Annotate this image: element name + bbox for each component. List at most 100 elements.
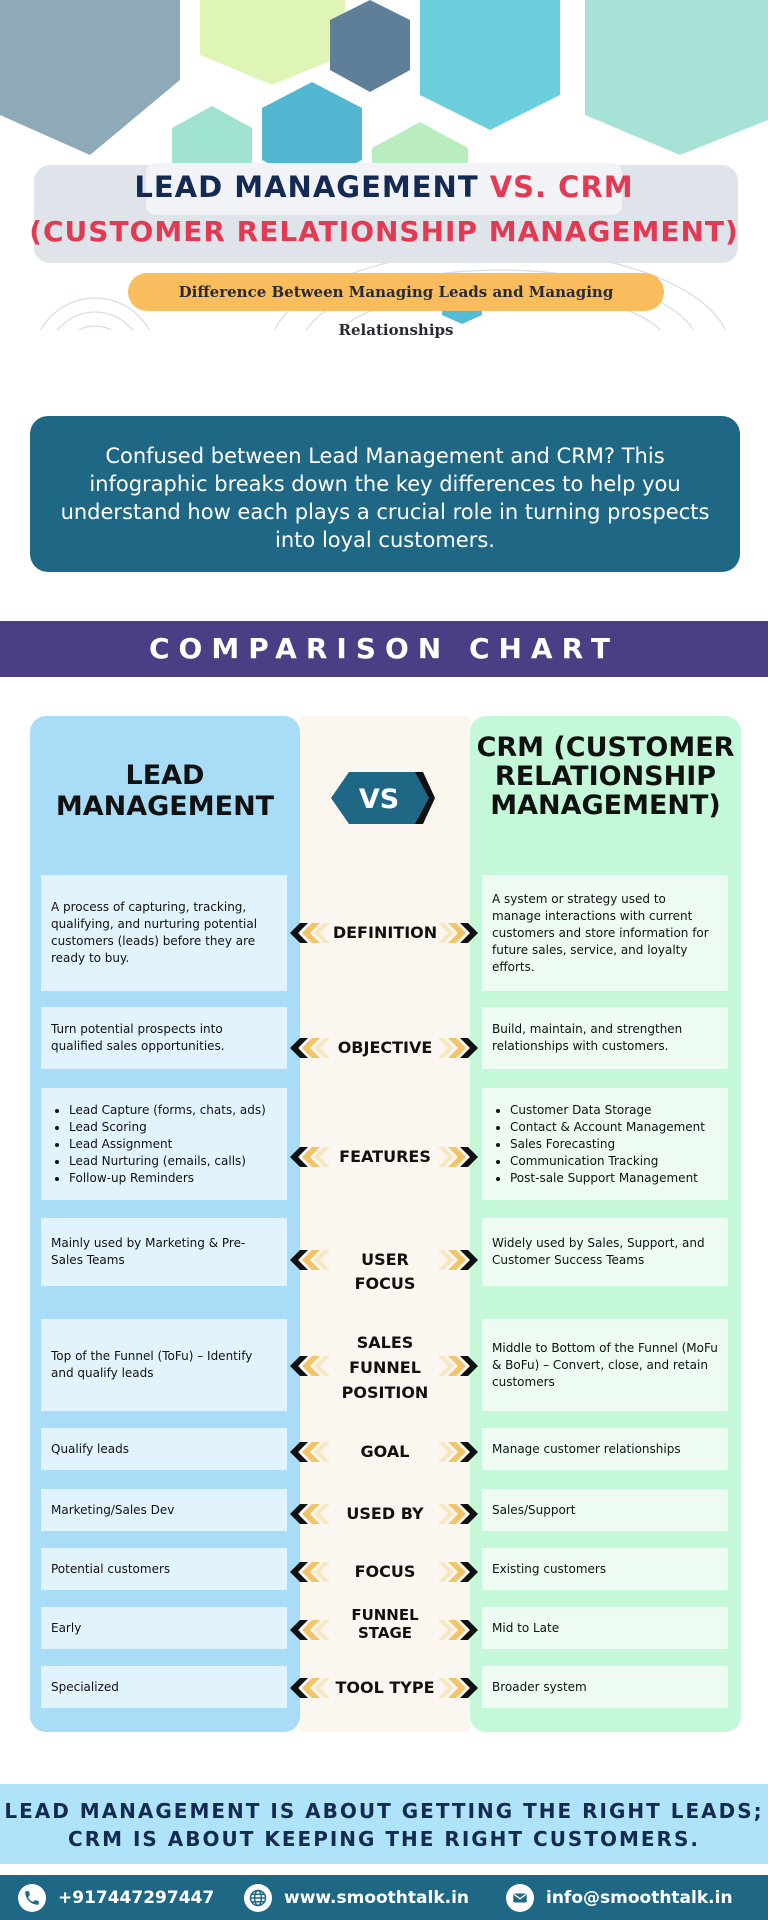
section-banner: COMPARISON CHART <box>0 621 768 677</box>
page-subtitle: Difference Between Managing Leads and Ma… <box>128 273 664 339</box>
list-item: Follow-up Reminders <box>69 1170 266 1187</box>
website-url: www.smoothtalk.in <box>284 1887 470 1908</box>
phone-contact[interactable]: +917447297447 <box>18 1875 214 1920</box>
user-focus-crm-cell: Widely used by Sales, Support, and Custo… <box>482 1218 728 1286</box>
funnel-position-label: SALES FUNNEL POSITION <box>341 1333 429 1402</box>
chevron-left-icon <box>290 1562 330 1582</box>
list-item: Lead Scoring <box>69 1119 266 1136</box>
list-item: Post-sale Support Management <box>510 1170 705 1187</box>
header-decoration <box>0 0 768 330</box>
chevron-right-icon <box>438 1250 478 1270</box>
objective-label: OBJECTIVE <box>337 1038 433 1057</box>
funnel-position-crm-text: Middle to Bottom of the Funnel (MoFu & B… <box>492 1340 718 1389</box>
goal-crm-cell: Manage customer relationships <box>482 1428 728 1470</box>
intro-text: Confused between Lead Management and CRM… <box>30 416 740 572</box>
chevron-right-icon <box>438 1562 478 1582</box>
features-lead-cell: Lead Capture (forms, chats, ads) Lead Sc… <box>41 1088 287 1200</box>
tool-type-crm-text: Broader system <box>492 1679 587 1694</box>
chevron-right-icon <box>438 1356 478 1376</box>
user-focus-crm-text: Widely used by Sales, Support, and Custo… <box>492 1236 705 1267</box>
crm-heading: CRM (CUSTOMER RELATIONSHIP MANAGEMENT) <box>476 732 735 821</box>
focus-label: FOCUS <box>354 1562 416 1581</box>
funnel-stage-crm-text: Mid to Late <box>492 1620 560 1635</box>
focus-crm-cell: Existing customers <box>482 1548 728 1590</box>
objective-lead-cell: Turn potential prospects into qualified … <box>41 1007 287 1069</box>
definition-label: DEFINITION <box>332 923 438 942</box>
list-item: Sales Forecasting <box>510 1136 705 1153</box>
definition-lead-text: A process of capturing, tracking, qualif… <box>51 900 258 965</box>
phone-icon <box>18 1883 46 1912</box>
user-focus-lead-text: Mainly used by Marketing & Pre-Sales Tea… <box>51 1236 246 1267</box>
goal-lead-text: Qualify leads <box>51 1441 129 1456</box>
website-link[interactable]: www.smoothtalk.in <box>244 1875 469 1920</box>
chevron-left-icon <box>290 1678 330 1698</box>
title-part1: LEAD MANAGEMENT <box>134 170 490 204</box>
user-focus-label: USER FOCUS <box>354 1250 416 1293</box>
tool-type-crm-cell: Broader system <box>482 1666 728 1708</box>
objective-lead-text: Turn potential prospects into qualified … <box>51 1022 225 1053</box>
mail-icon <box>506 1883 534 1912</box>
chevron-left-icon <box>290 1250 330 1270</box>
used-by-lead-cell: Marketing/Sales Dev <box>41 1489 287 1531</box>
funnel-stage-crm-cell: Mid to Late <box>482 1607 728 1649</box>
list-item: Communication Tracking <box>510 1153 705 1170</box>
phone-number: +917447297447 <box>58 1887 215 1908</box>
funnel-position-lead-cell: Top of the Funnel (ToFu) – Identify and … <box>41 1319 287 1411</box>
chevron-left-icon <box>290 1356 330 1376</box>
vs-label: VS <box>359 784 399 815</box>
globe-icon <box>244 1883 272 1912</box>
chevron-right-icon <box>438 923 478 943</box>
features-lead-list: Lead Capture (forms, chats, ads) Lead Sc… <box>51 1102 266 1187</box>
focus-lead-cell: Potential customers <box>41 1548 287 1590</box>
funnel-position-lead-text: Top of the Funnel (ToFu) – Identify and … <box>51 1349 253 1380</box>
lead-management-heading: LEAD MANAGEMENT <box>55 760 275 822</box>
list-item: Lead Assignment <box>69 1136 266 1153</box>
objective-crm-cell: Build, maintain, and strengthen relation… <box>482 1007 728 1069</box>
chevron-left-icon <box>290 1038 330 1058</box>
email-address: info@smoothtalk.in <box>546 1887 733 1908</box>
chevron-left-icon <box>290 1442 330 1462</box>
funnel-stage-label: FUNNEL STAGE <box>351 1606 419 1642</box>
used-by-crm-text: Sales/Support <box>492 1502 576 1517</box>
features-label: FEATURES <box>339 1147 431 1166</box>
used-by-label: USED BY <box>346 1504 424 1523</box>
email-link[interactable]: info@smoothtalk.in <box>506 1875 733 1920</box>
list-item: Lead Capture (forms, chats, ads) <box>69 1102 266 1119</box>
chevron-left-icon <box>290 1620 330 1640</box>
chevron-right-icon <box>438 1678 478 1698</box>
used-by-lead-text: Marketing/Sales Dev <box>51 1502 175 1517</box>
chevron-right-icon <box>438 1147 478 1167</box>
chevron-left-icon <box>290 1504 330 1524</box>
objective-crm-text: Build, maintain, and strengthen relation… <box>492 1022 683 1053</box>
list-item: Lead Nurturing (emails, calls) <box>69 1153 266 1170</box>
vs-badge: VS <box>331 772 435 824</box>
chevron-right-icon <box>438 1442 478 1462</box>
chevron-right-icon <box>438 1504 478 1524</box>
definition-crm-text: A system or strategy used to manage inte… <box>492 891 709 974</box>
features-crm-cell: Customer Data Storage Contact & Account … <box>482 1088 728 1200</box>
list-item: Contact & Account Management <box>510 1119 705 1136</box>
goal-lead-cell: Qualify leads <box>41 1428 287 1470</box>
definition-lead-cell: A process of capturing, tracking, qualif… <box>41 875 287 991</box>
focus-lead-text: Potential customers <box>51 1561 171 1576</box>
tool-type-lead-text: Specialized <box>51 1679 119 1694</box>
used-by-crm-cell: Sales/Support <box>482 1489 728 1531</box>
chevron-right-icon <box>438 1038 478 1058</box>
funnel-position-crm-cell: Middle to Bottom of the Funnel (MoFu & B… <box>482 1319 728 1411</box>
title-banner-top <box>146 163 622 215</box>
funnel-stage-lead-text: Early <box>51 1620 82 1635</box>
title-vs: VS. <box>489 170 548 204</box>
contact-bar: +917447297447 www.smoothtalk.in info@smo… <box>0 1875 768 1920</box>
tool-type-label: TOOL TYPE <box>335 1678 435 1697</box>
chevron-right-icon <box>438 1620 478 1640</box>
tool-type-lead-cell: Specialized <box>41 1666 287 1708</box>
list-item: Customer Data Storage <box>510 1102 705 1119</box>
definition-crm-cell: A system or strategy used to manage inte… <box>482 875 728 991</box>
page-title: LEAD MANAGEMENT VS. CRM <box>0 170 768 204</box>
goal-label: GOAL <box>360 1442 410 1461</box>
focus-crm-text: Existing customers <box>492 1561 607 1576</box>
closing-quote: LEAD MANAGEMENT IS ABOUT GETTING THE RIG… <box>0 1784 768 1864</box>
features-crm-list: Customer Data Storage Contact & Account … <box>492 1102 705 1187</box>
user-focus-lead-cell: Mainly used by Marketing & Pre-Sales Tea… <box>41 1218 287 1286</box>
funnel-stage-lead-cell: Early <box>41 1607 287 1649</box>
